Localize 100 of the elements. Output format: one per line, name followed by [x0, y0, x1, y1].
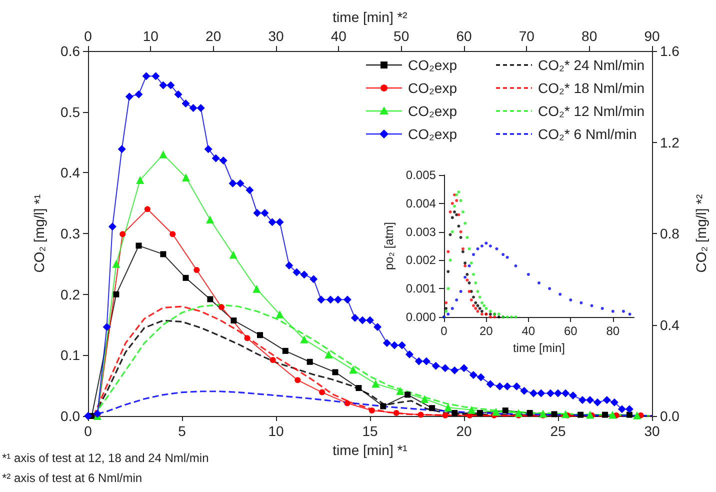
point [356, 385, 362, 392]
text: *¹ axis of test at 12, 18 and 24 Nml/min [2, 451, 209, 465]
point [478, 306, 482, 310]
y2-tick-label: 1.6 [660, 43, 680, 59]
point [468, 264, 471, 268]
y-tick-label: 0.0 [60, 408, 80, 424]
y-axis-title: CO₂ [mg/l] *¹ [31, 194, 47, 273]
point [113, 291, 120, 298]
point [578, 412, 584, 418]
point [478, 296, 482, 299]
point [470, 262, 473, 265]
point [506, 316, 509, 318]
y-tick-label: 0.002 [406, 253, 436, 268]
point [332, 369, 338, 376]
point [480, 301, 484, 304]
x-tick-label: 80 [606, 324, 620, 338]
point [455, 193, 458, 196]
legend-label: CO₂* 18 Nml/min [538, 80, 645, 96]
point [600, 306, 604, 310]
point [558, 292, 562, 296]
point [229, 250, 238, 259]
point [446, 270, 450, 274]
point [474, 301, 478, 304]
point [429, 405, 436, 412]
point [112, 260, 120, 268]
point [206, 216, 214, 224]
y2-tick-label: 0.4 [660, 316, 680, 333]
point [282, 348, 288, 354]
x-axis-title: time [min] *¹ [332, 442, 408, 458]
point [319, 389, 326, 396]
point [452, 410, 458, 416]
point [476, 247, 480, 250]
point [488, 244, 492, 248]
point [459, 290, 462, 293]
point [455, 199, 458, 202]
point [182, 174, 190, 182]
point [450, 216, 454, 220]
x2-tick-label: 40 [330, 28, 347, 44]
point [493, 316, 496, 318]
point [472, 253, 475, 256]
point [497, 312, 500, 316]
y2-tick-label: 0.0 [660, 408, 680, 424]
point [537, 281, 540, 284]
point [580, 301, 583, 304]
y2-tick-label: 1.2 [660, 134, 680, 150]
y-tick-label: 0.1 [60, 347, 80, 364]
point [276, 310, 284, 318]
point [244, 335, 250, 342]
point [464, 264, 467, 268]
point [514, 264, 518, 268]
point [444, 310, 448, 313]
point [446, 287, 450, 290]
legend-label: CO₂* 6 Nml/min [538, 126, 637, 142]
point [548, 287, 552, 290]
point [611, 310, 614, 313]
point [372, 380, 380, 388]
point [270, 357, 276, 364]
x-tick-label: 20 [456, 423, 472, 439]
point [474, 306, 478, 310]
point [136, 242, 142, 249]
point [446, 250, 450, 254]
point [502, 408, 508, 414]
point [450, 306, 454, 310]
y-tick-label: 0.6 [60, 43, 80, 59]
legend-label: CO₂exp [408, 57, 458, 73]
x2-tick-label: 70 [518, 28, 535, 44]
point [459, 230, 462, 234]
point [506, 256, 509, 259]
point [368, 408, 375, 414]
point [404, 392, 411, 398]
point [459, 199, 462, 202]
point [526, 272, 530, 276]
x2-tick-label: 20 [206, 28, 222, 44]
y-tick-label: 0.5 [60, 104, 80, 120]
x2-tick-label: 30 [268, 28, 284, 44]
y-tick-label: 0.4 [60, 164, 80, 181]
point [159, 150, 168, 158]
point [464, 276, 467, 279]
point [562, 410, 570, 418]
point [448, 210, 452, 214]
point [444, 301, 448, 304]
point [466, 236, 469, 239]
x-tick-label: 5 [178, 423, 186, 439]
legend-label: CO₂exp [408, 80, 458, 96]
point [628, 312, 632, 316]
text: *² axis of test at 6 Nml/min [2, 471, 142, 485]
point [497, 316, 500, 318]
point [446, 312, 450, 316]
x2-tick-label: 90 [644, 28, 660, 44]
legend-label: CO₂* 24 Nml/min [538, 57, 645, 73]
point [476, 410, 483, 416]
point [551, 411, 558, 418]
y2-axis-title: CO₂ [mg/l] *² [693, 194, 709, 273]
point [218, 304, 224, 310]
point [622, 310, 625, 313]
point [257, 332, 264, 338]
point [300, 335, 308, 344]
y-tick-label: 0.005 [406, 168, 436, 182]
point [380, 403, 386, 410]
point [472, 296, 475, 299]
